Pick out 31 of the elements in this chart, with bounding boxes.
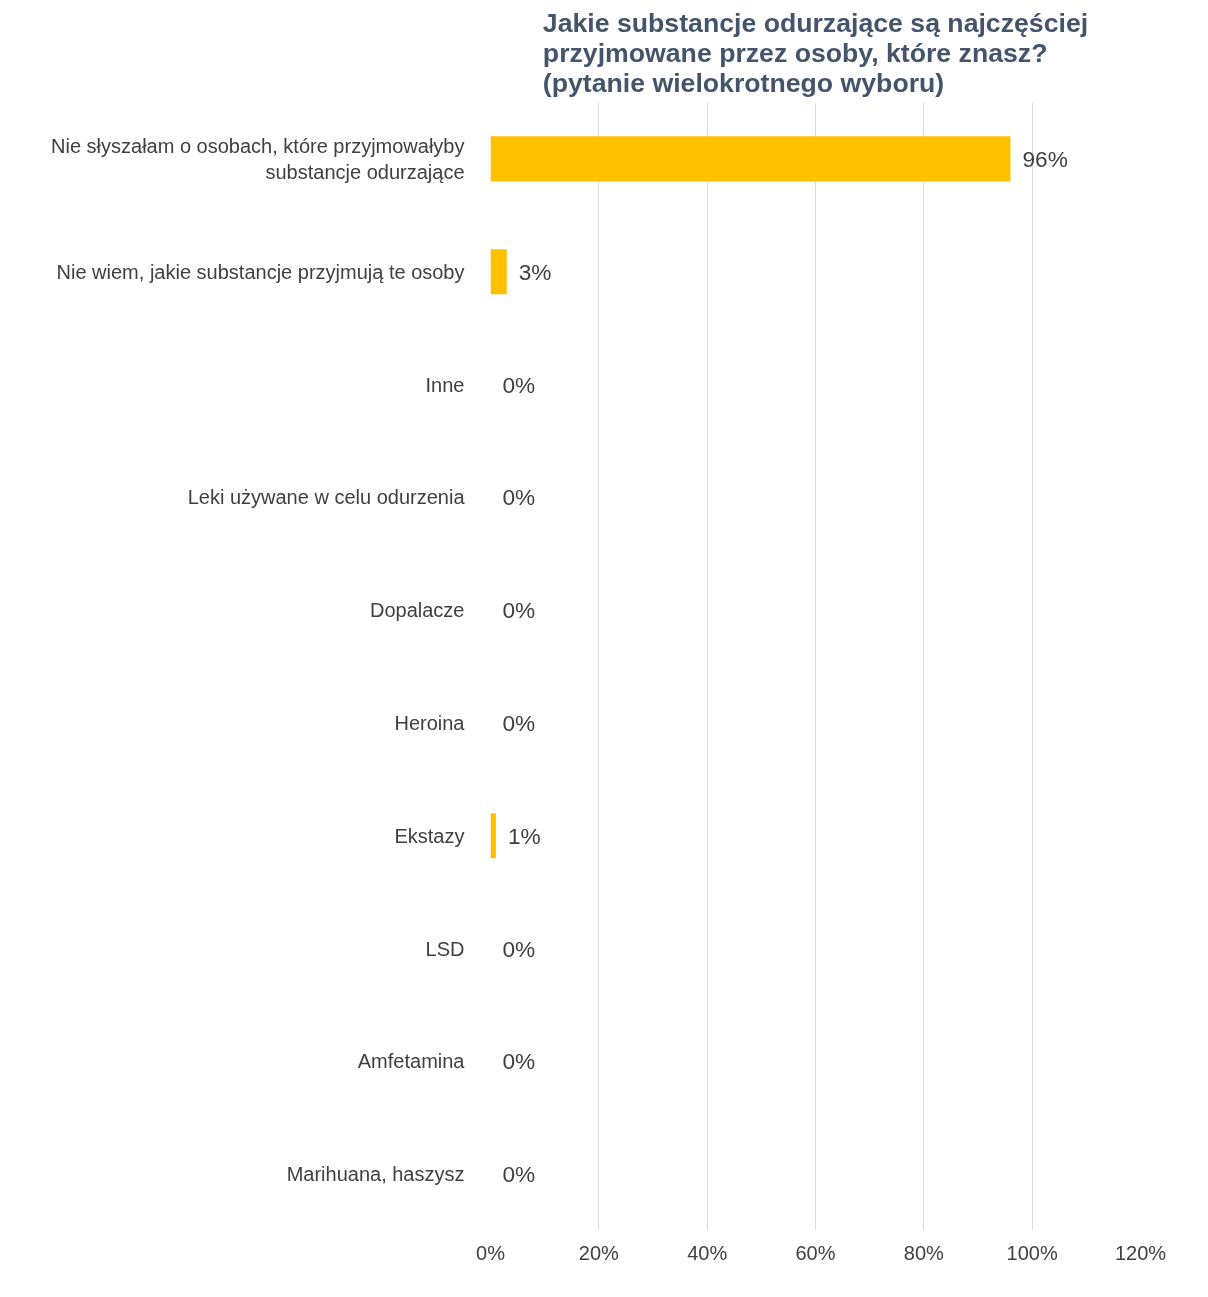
data-label: 0% [502,484,536,511]
x-tick-label: 60% [795,1241,836,1264]
y-tick-label: Amfetamina [357,1050,466,1073]
x-tick-label: 0% [476,1241,506,1264]
x-tick-label: 80% [903,1241,945,1264]
data-label: 0% [502,1161,536,1188]
data-label: 0% [502,371,536,398]
data-label: 0% [502,597,536,624]
x-tick-label: 20% [578,1241,620,1264]
y-tick-label: LSD [425,937,465,960]
x-tick-label: 120% [1114,1241,1167,1264]
bar [490,813,496,859]
bar [490,249,507,295]
data-label: 0% [502,1048,536,1075]
data-label: 0% [502,709,536,736]
y-tick-label: Ekstazy [394,824,465,847]
y-tick-label: Inne [425,373,465,396]
y-tick-label: Marihuana, haszysz [286,1163,465,1186]
y-tick-label: Nie wiem, jakie substancje przyjmują te osoby [56,260,465,283]
chart-title: Jakie substancje odurzające są najczęściej przyjmowane przez osoby, które znasz? (pytanie wielokrotnego wyboru) [542,7,1089,98]
y-tick-label: Nie słyszałam o osobach, które przyjmowałyby substancje odurzające [51,134,465,184]
y-tick-label: Heroina [394,711,466,734]
data-label: 1% [507,822,541,849]
data-label: 0% [502,935,536,962]
x-tick-label: 40% [687,1241,728,1264]
y-tick-label: Leki używane w celu odurzenia [187,486,466,509]
y-tick-label: Dopalacze [370,599,465,622]
x-tick-label: 100% [1006,1241,1058,1264]
data-label: 3% [518,258,552,285]
data-label: 96% [1022,145,1068,172]
bar [490,136,1011,182]
